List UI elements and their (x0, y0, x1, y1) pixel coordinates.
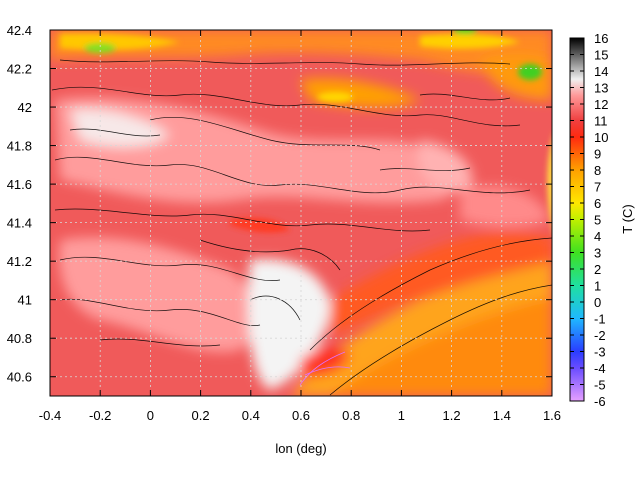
x-tick-label: 1.6 (543, 408, 561, 423)
colorbar-tick-label: 15 (594, 48, 608, 63)
colorbar-tick-label: 4 (594, 229, 601, 244)
y-tick-label: 41.2 (7, 254, 32, 269)
colorbar-tick-label: 7 (594, 180, 601, 195)
colorbar-label: T (C) (620, 204, 635, 233)
y-tick-label: 42.4 (7, 23, 32, 38)
x-tick-label: 0.2 (192, 408, 210, 423)
x-tick-label: 0 (147, 408, 154, 423)
y-tick-label: 41.4 (7, 216, 32, 231)
colorbar-tick-label: 16 (594, 31, 608, 46)
colorbar-tick-label: 13 (594, 81, 608, 96)
colorbar-tick-label: -1 (594, 312, 606, 327)
y-tick-label: 41.6 (7, 177, 32, 192)
colorbar-tick-label: 12 (594, 97, 608, 112)
colorbar-tick-label: 3 (594, 246, 601, 261)
colorbar-tick-label: 11 (594, 114, 608, 129)
colorbar-tick-label: 6 (594, 196, 601, 211)
y-tick-label: 41.8 (7, 139, 32, 154)
colorbar-tick-label: 1 (594, 279, 601, 294)
y-tick-label: 40.6 (7, 370, 32, 385)
colorbar-tick-label: -2 (594, 328, 606, 343)
colorbar-tick-label: 9 (594, 147, 601, 162)
colorbar-tick-label: 14 (594, 64, 608, 79)
grid (50, 30, 552, 396)
colorbar-tick-label: 5 (594, 213, 601, 228)
colorbar-tick-label: -3 (594, 345, 606, 360)
colorbar-tick-label: -5 (594, 378, 606, 393)
y-tick-label: 40.8 (7, 331, 32, 346)
x-tick-label: 1.4 (493, 408, 511, 423)
x-axis: -0.4 -0.2 0 0.2 0.4 0.6 0.8 1 1.2 1.4 1.6 (39, 30, 561, 423)
colorbar-tick-label: -4 (594, 361, 606, 376)
x-tick-label: 1.2 (443, 408, 461, 423)
x-tick-label: 0.8 (342, 408, 360, 423)
colorbar-tick-label: 8 (594, 163, 601, 178)
x-tick-label: 1 (398, 408, 405, 423)
heatmap-field (50, 30, 552, 396)
colorbar-tick-label: 10 (594, 130, 608, 145)
x-tick-label: -0.4 (39, 408, 61, 423)
y-tick-label: 42.2 (7, 62, 32, 77)
x-axis-label: lon (deg) (275, 441, 326, 456)
colorbar-tick-label: -6 (594, 394, 606, 409)
x-tick-label: -0.2 (89, 408, 111, 423)
colorbar-tick-label: 2 (594, 262, 601, 277)
y-tick-label: 41 (18, 293, 32, 308)
y-tick-label: 42 (18, 100, 32, 115)
x-tick-label: 0.4 (242, 408, 260, 423)
colorbar-tick-label: 0 (594, 295, 601, 310)
x-tick-label: 0.6 (292, 408, 310, 423)
y-axis: 40.6 40.8 41 41.2 41.4 41.6 41.8 42 42.2 42.4 (7, 23, 552, 385)
contour-lines (51, 59, 552, 396)
